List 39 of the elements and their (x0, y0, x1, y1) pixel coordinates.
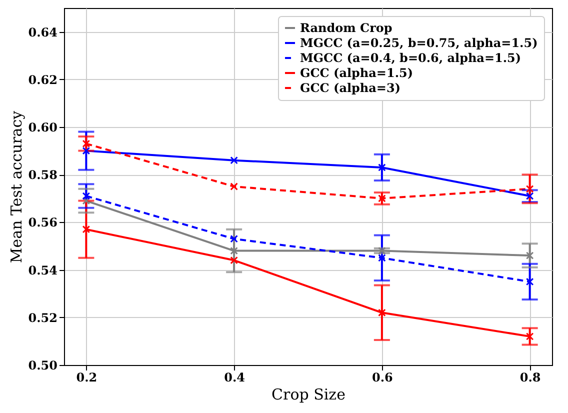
y-axis-title: Mean Test accuracy (7, 110, 26, 264)
point (378, 194, 386, 202)
y-tick-label: 0.56 (28, 216, 58, 230)
point (378, 164, 386, 172)
point (230, 156, 238, 164)
point (82, 196, 90, 205)
y-tick-label: 0.60 (28, 120, 58, 134)
y-tick-label: 0.58 (28, 168, 58, 182)
point (82, 225, 90, 234)
y-tick-label: 0.50 (28, 358, 58, 372)
y-tick-label: 0.52 (28, 310, 58, 325)
legend-label: MGCC (a=0.4, b=0.6, alpha=1.5) (300, 51, 522, 65)
x-tick-label: 0.6 (372, 370, 393, 384)
x-tick-label: 0.2 (76, 370, 98, 384)
legend-label: Random Crop (300, 21, 392, 35)
point (526, 278, 534, 286)
point (378, 254, 386, 262)
x-axis-title: Crop Size (272, 386, 346, 404)
point (82, 192, 90, 200)
y-tick-label: 0.54 (28, 263, 58, 278)
legend-label: MGCC (a=0.25, b=0.75, alpha=1.5) (300, 36, 538, 50)
point (526, 332, 534, 340)
point (230, 256, 238, 264)
y-tick-label: 0.64 (28, 25, 58, 40)
y-tick-label: 0.62 (28, 72, 58, 87)
point (526, 184, 534, 193)
point (82, 140, 90, 148)
legend-label: GCC (alpha=3) (300, 81, 401, 95)
legend-label: GCC (alpha=1.5) (300, 66, 414, 80)
point (526, 192, 534, 200)
point (230, 234, 238, 243)
point (526, 252, 534, 260)
point (230, 182, 238, 190)
point (230, 246, 238, 255)
point (378, 308, 386, 317)
x-tick-label: 0.8 (520, 370, 541, 384)
point (82, 146, 90, 155)
point (378, 246, 386, 255)
x-tick-label: 0.4 (224, 370, 246, 384)
